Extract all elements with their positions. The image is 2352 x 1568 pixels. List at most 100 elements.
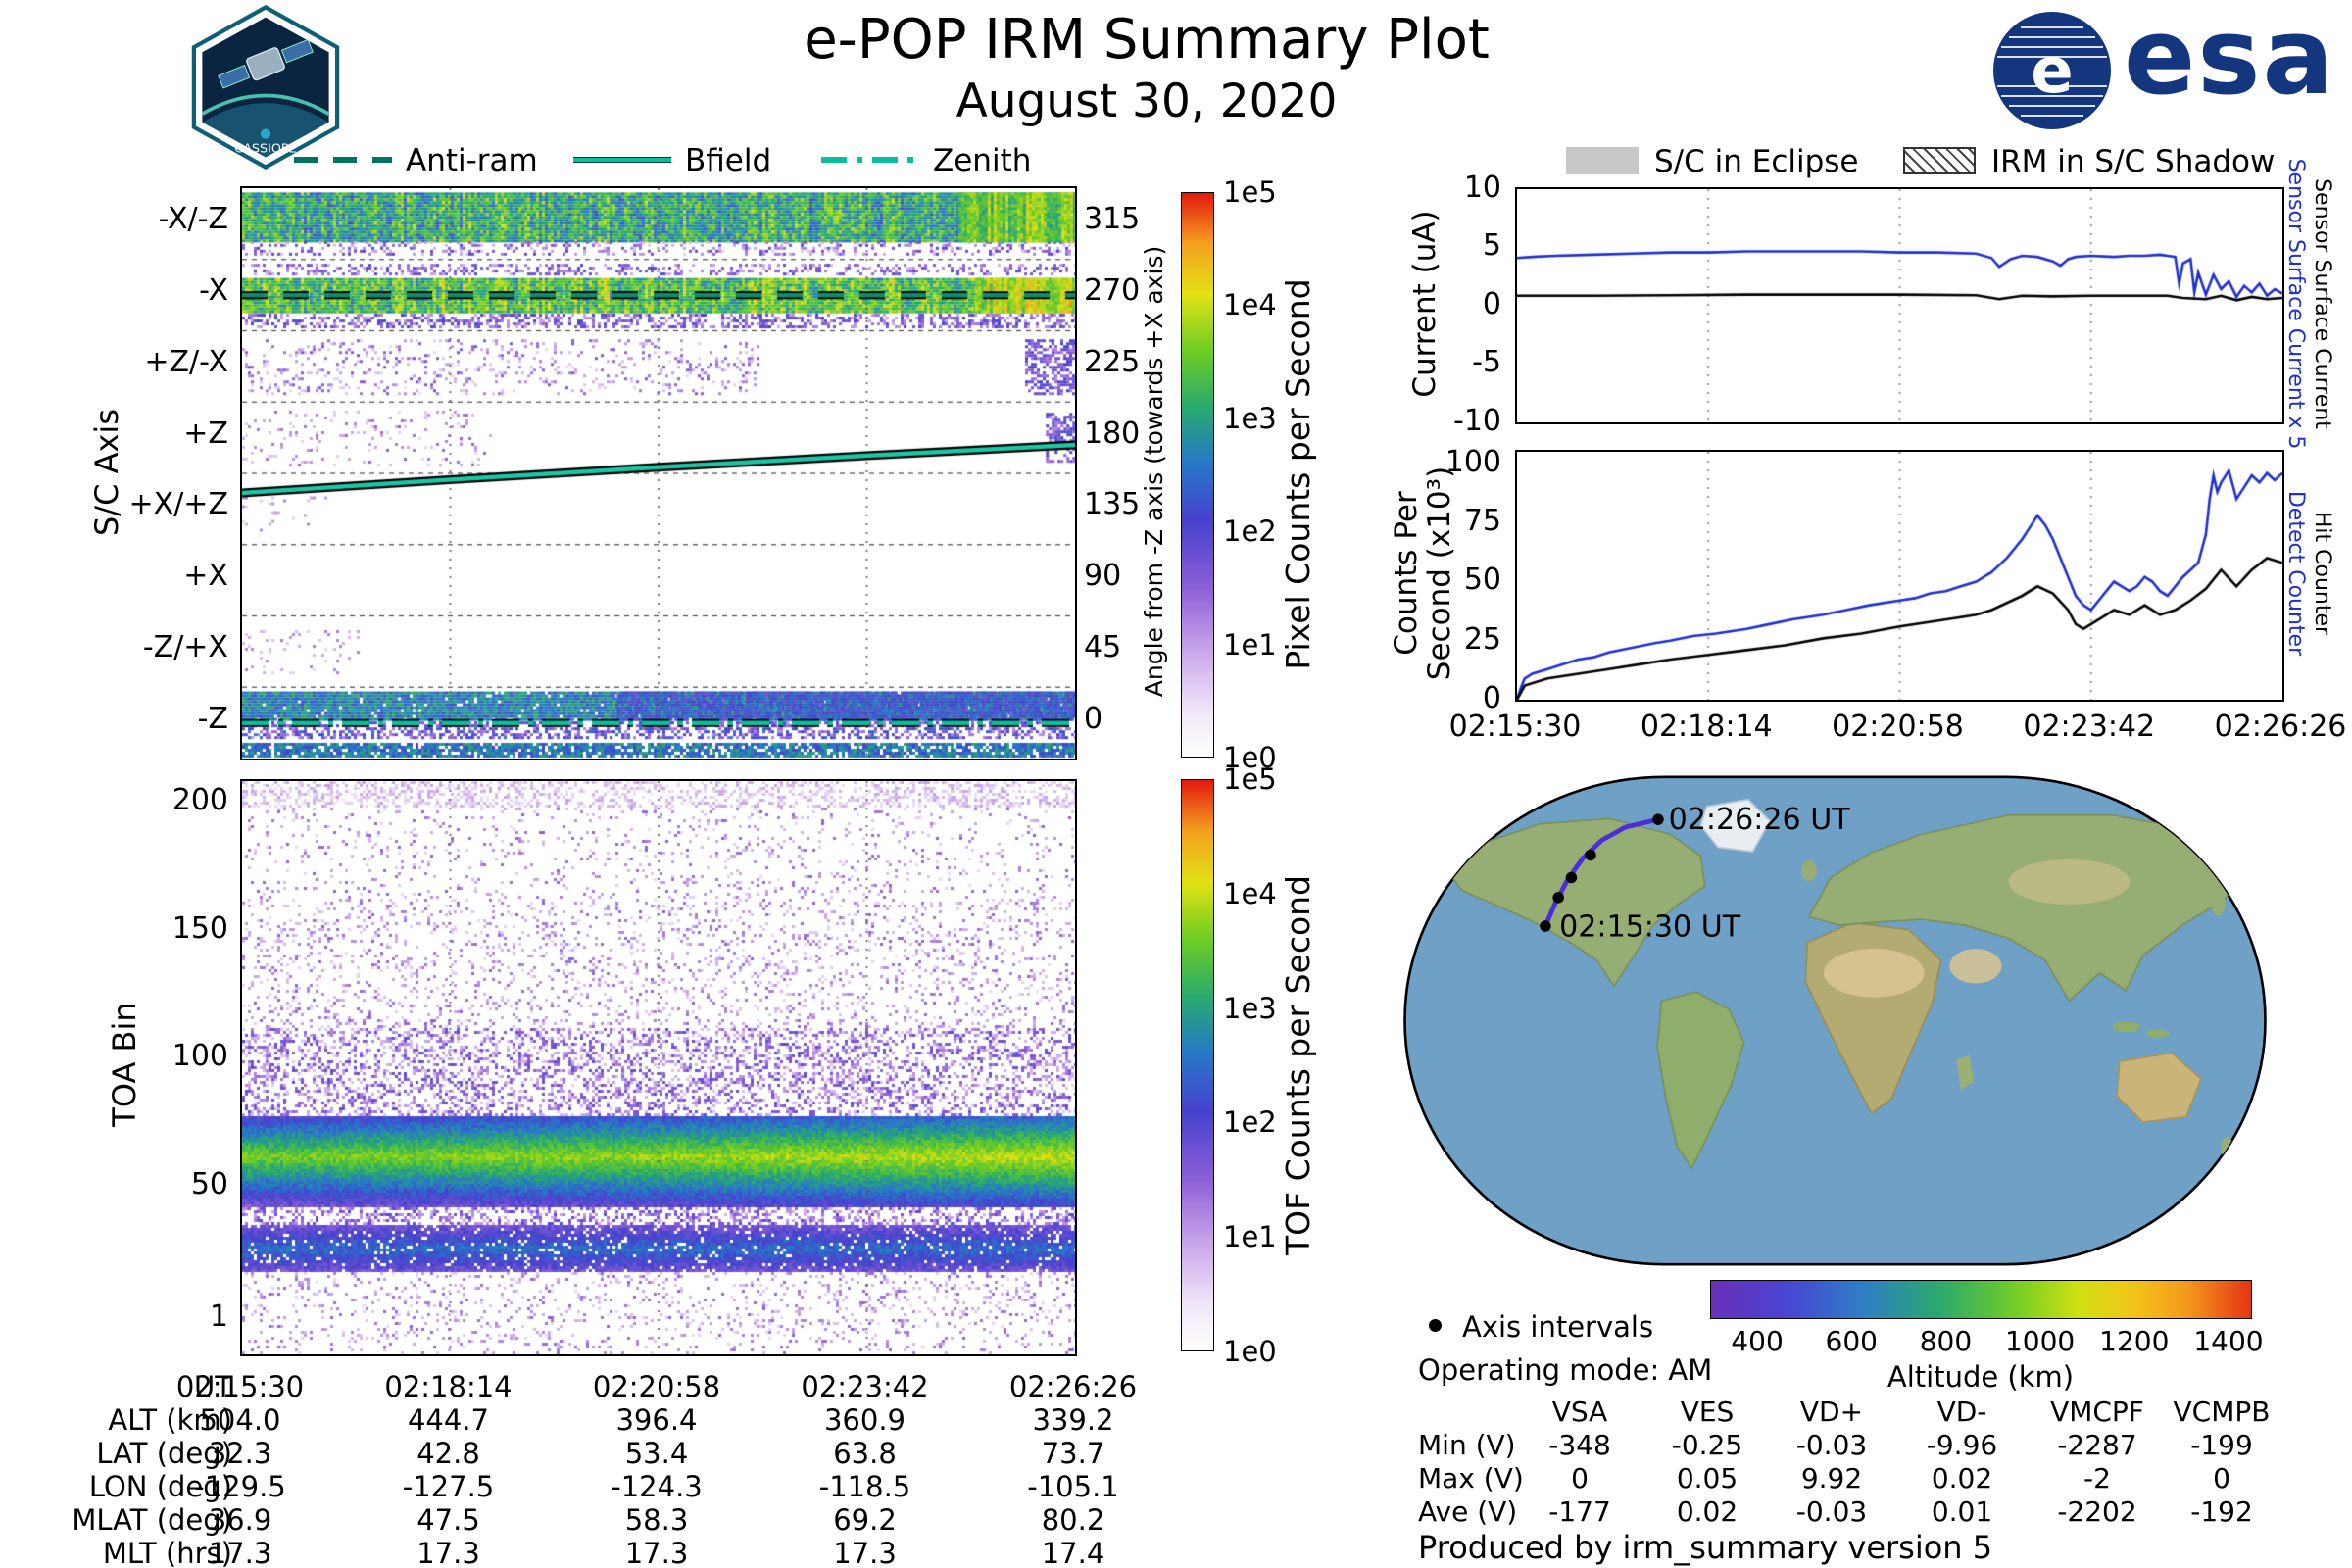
ephemeris-value: 396.4	[615, 1403, 698, 1437]
axis-interval-dot	[1429, 1319, 1442, 1332]
tof-colorbar-tick: 1e4	[1223, 876, 1277, 910]
current-y-tick: 0	[1482, 287, 1501, 321]
ephemeris-value: 02:26:26	[1008, 1370, 1138, 1403]
counts-y-tick: 100	[1445, 445, 1501, 479]
pixel-counts-colorbar-label: Pixel Counts per Second	[1279, 278, 1317, 670]
ephemeris-value: 339.2	[1032, 1403, 1114, 1437]
ephemeris-value: 36.9	[208, 1503, 272, 1537]
cassiope-patch-icon: CASSIOPE	[191, 4, 340, 171]
toa-bin-tick: 1	[209, 1299, 228, 1334]
ephemeris-value: -118.5	[818, 1470, 911, 1503]
operating-mode: Operating mode: AM	[1418, 1353, 1713, 1387]
angle-axis-tick: 180	[1084, 416, 1141, 451]
ephemeris-value: 02:20:58	[592, 1370, 721, 1403]
sahara	[1823, 949, 1925, 998]
time-axis-tick: 02:15:30	[1448, 710, 1582, 744]
esa-logo: e esa	[1991, 0, 2333, 137]
time-axis-tick: 02:26:26	[2214, 710, 2347, 744]
counts-plot	[1515, 450, 2284, 702]
zenith-line-sample	[821, 157, 919, 163]
ephemeris-value: 02:15:30	[175, 1370, 305, 1403]
esa-wordmark: esa	[2124, 0, 2336, 119]
voltage-row-label: Max (V)	[1418, 1462, 1524, 1494]
toa-bin-tick: 50	[190, 1167, 228, 1201]
toa-spectrogram	[240, 779, 1077, 1356]
angle-axis-label: Angle from -Z axis (towards +X axis)	[1140, 245, 1168, 698]
ephemeris-row-label: LON (deg)	[88, 1470, 232, 1503]
south-america	[1656, 991, 1745, 1170]
axis-interval-marker	[1585, 849, 1596, 861]
voltage-value: 0.02	[1676, 1495, 1739, 1528]
ephemeris-value: 504.0	[199, 1403, 281, 1437]
voltage-column-header: VCMPB	[2173, 1396, 2271, 1428]
altitude-tick: 1000	[2004, 1325, 2076, 1357]
sc-axis-ylabel: S/C Axis	[88, 409, 125, 536]
voltage-column-header: VMCPF	[2050, 1396, 2144, 1428]
voltage-value: 0.02	[1931, 1462, 1993, 1494]
voltage-column-header: VES	[1680, 1396, 1735, 1428]
pixel-colorbar-tick: 1e0	[1223, 741, 1277, 774]
time-axis-tick: 02:23:42	[2023, 710, 2156, 744]
angle-axis-tick: 45	[1084, 629, 1122, 664]
sc-axis-category: -X	[199, 273, 228, 309]
tof-colorbar-tick: 1e1	[1223, 1220, 1277, 1254]
arabia	[1949, 949, 2002, 984]
voltage-value: 0	[1571, 1462, 1589, 1494]
ephemeris-value: 17.3	[624, 1537, 689, 1568]
counts-y-tick: 50	[1463, 563, 1501, 597]
central-asia-desert	[2008, 858, 2131, 905]
ephemeris-value: 17.3	[833, 1537, 897, 1568]
orbit-track	[1540, 813, 1664, 932]
page-date: August 30, 2020	[956, 74, 1338, 128]
zenith-label: Zenith	[933, 143, 1032, 178]
uk	[1800, 859, 1817, 882]
current-plot	[1515, 187, 2284, 424]
pixel-colorbar-tick: 1e5	[1223, 175, 1277, 209]
voltage-value: 0.05	[1676, 1462, 1739, 1494]
angle-axis-tick: 315	[1084, 202, 1141, 237]
voltage-row-label: Min (V)	[1418, 1429, 1516, 1461]
japan	[2211, 891, 2226, 916]
produced-by: Produced by irm_summary version 5	[1418, 1529, 1993, 1566]
tof-colorbar-tick: 1e0	[1223, 1335, 1277, 1368]
ephemeris-value: -124.3	[611, 1470, 703, 1503]
world-map-svg: 02:26:26 UT 02:15:30 UT	[1403, 775, 2267, 1266]
ephemeris-value: -129.5	[194, 1470, 286, 1503]
current-y-tick: -5	[1472, 345, 1501, 379]
ephemeris-row-label: ALT (km)	[108, 1403, 232, 1437]
anti-ram-label: Anti-ram	[406, 143, 538, 178]
page-title: e-POP IRM Summary Plot	[804, 8, 1490, 72]
tof-colorbar-tick: 1e3	[1223, 991, 1277, 1025]
bfield-line-sample	[573, 157, 671, 163]
counts-y-tick: 0	[1482, 681, 1501, 715]
voltage-value: -199	[2190, 1429, 2253, 1461]
ephemeris-value: 69.2	[833, 1503, 897, 1537]
voltage-column-header: VD-	[1936, 1396, 1987, 1428]
voltage-column-header: VD+	[1799, 1396, 1864, 1428]
ephemeris-row-label: UT	[194, 1370, 232, 1403]
voltage-value: 0.01	[1931, 1495, 1993, 1528]
pixel-colorbar-tick: 1e2	[1223, 514, 1277, 549]
toa-bin-tick: 150	[172, 911, 228, 946]
anti-ram-line-sample	[294, 157, 392, 163]
svg-text:e: e	[2031, 35, 2073, 108]
ephemeris-value: 17.3	[208, 1537, 272, 1568]
indonesia-2	[2146, 1029, 2170, 1039]
sc-axis-category: +X	[183, 559, 228, 594]
voltage-value: -177	[1548, 1495, 1611, 1528]
altitude-label: Altitude (km)	[1886, 1360, 2075, 1394]
ephemeris-row-label: MLT (hrs)	[102, 1537, 232, 1568]
voltage-value: 0	[2213, 1462, 2230, 1494]
ephemeris-row-label: LAT (deg)	[96, 1437, 232, 1470]
eurasia	[1807, 813, 2242, 1003]
ephemeris-value: 47.5	[416, 1503, 480, 1537]
altitude-tick: 1200	[2099, 1325, 2170, 1357]
axis-interval-marker	[1652, 813, 1664, 825]
voltage-value: -2202	[2057, 1495, 2137, 1528]
voltage-value: -0.03	[1795, 1429, 1868, 1461]
axis-interval-marker	[1565, 871, 1578, 884]
eclipse-label: S/C in Eclipse	[1654, 144, 1859, 179]
toa-bin-tick: 200	[172, 783, 228, 817]
axis-interval-marker	[1540, 920, 1551, 932]
altitude-tick: 400	[1731, 1325, 1784, 1357]
